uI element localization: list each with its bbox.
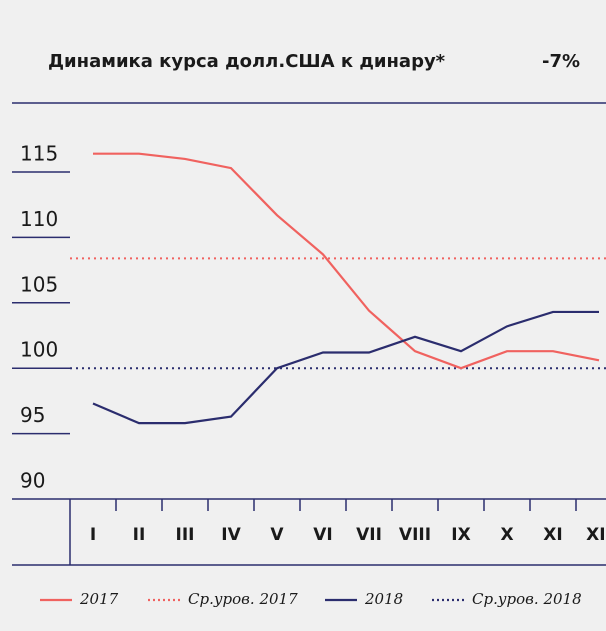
x-tick-label: III — [176, 525, 195, 545]
y-tick-label: 95 — [20, 403, 45, 427]
y-tick-label: 105 — [20, 272, 58, 296]
x-tick-label: IX — [451, 525, 470, 545]
y-tick-label: 100 — [20, 338, 58, 362]
x-tick-label: VII — [356, 525, 382, 545]
change-label: -7% — [542, 51, 580, 72]
y-tick-label: 90 — [20, 469, 45, 493]
x-tick-label: XI — [543, 525, 562, 545]
legend-label: 2018 — [364, 590, 403, 608]
x-tick-label: II — [133, 525, 146, 545]
x-tick-label: X — [500, 525, 513, 545]
legend-label: Ср.уров. 2018 — [472, 590, 582, 608]
x-tick-label: V — [270, 525, 284, 545]
chart-title: Динамика курса долл.США к динару* — [48, 51, 446, 72]
y-tick-label: 110 — [20, 207, 58, 231]
legend-label: 2017 — [79, 590, 119, 608]
x-tick-label: I — [90, 525, 96, 545]
x-tick-label: XII — [586, 525, 606, 545]
x-tick-label: VIII — [399, 525, 431, 545]
legend-label: Ср.уров. 2017 — [188, 590, 298, 608]
series-line — [93, 152, 600, 370]
x-tick-label: IV — [221, 525, 241, 545]
y-tick-label: 115 — [20, 142, 58, 166]
x-tick-label: VI — [313, 525, 332, 545]
series-line — [92, 310, 599, 425]
